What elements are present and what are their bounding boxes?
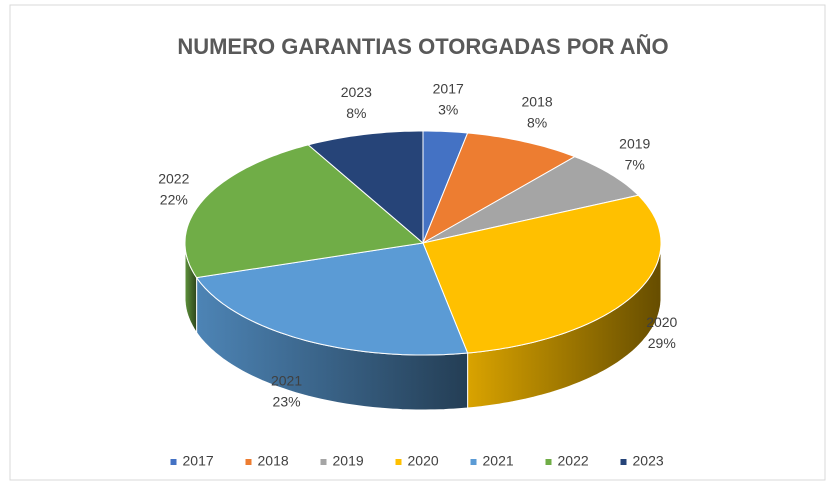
legend-label: 2022: [558, 453, 589, 469]
legend-label: 2017: [183, 453, 214, 469]
slice: [184, 144, 425, 279]
legend-label: 2023: [633, 453, 664, 469]
data-label-value: 8%: [346, 105, 366, 121]
data-label-category: 2017: [433, 80, 464, 96]
data-label-category: 2022: [158, 171, 189, 187]
data-label-value: 23%: [273, 394, 301, 410]
slice: [422, 194, 662, 354]
data-label-value: 29%: [648, 335, 676, 351]
slice: [421, 132, 576, 245]
data-label-category: 2021: [271, 373, 302, 389]
legend-label: 2021: [483, 453, 514, 469]
data-label-value: 22%: [160, 192, 188, 208]
legend-swatch: [320, 459, 327, 465]
data-label-category: 2020: [646, 314, 677, 330]
data-label-value: 8%: [527, 114, 547, 130]
legend-swatch: [470, 459, 477, 465]
chart-title: NUMERO GARANTIAS OTORGADAS POR AÑO: [177, 34, 668, 59]
slice: [422, 156, 640, 244]
data-label-value: 7%: [625, 156, 645, 172]
legend-swatch: [245, 459, 252, 465]
data-label-category: 2023: [341, 84, 372, 100]
legend-label: 2020: [408, 453, 439, 469]
slice: [307, 130, 424, 245]
legend-swatch: [170, 459, 177, 465]
data-label-category: 2019: [619, 135, 650, 151]
legend-label: 2019: [333, 453, 364, 469]
data-label-category: 2018: [522, 93, 553, 109]
legend-swatch: [620, 459, 627, 465]
legend-label: 2018: [258, 453, 289, 469]
legend-swatch: [545, 459, 552, 465]
legend-swatch: [395, 459, 402, 465]
data-label-value: 3%: [438, 101, 458, 117]
slice: [195, 242, 469, 356]
